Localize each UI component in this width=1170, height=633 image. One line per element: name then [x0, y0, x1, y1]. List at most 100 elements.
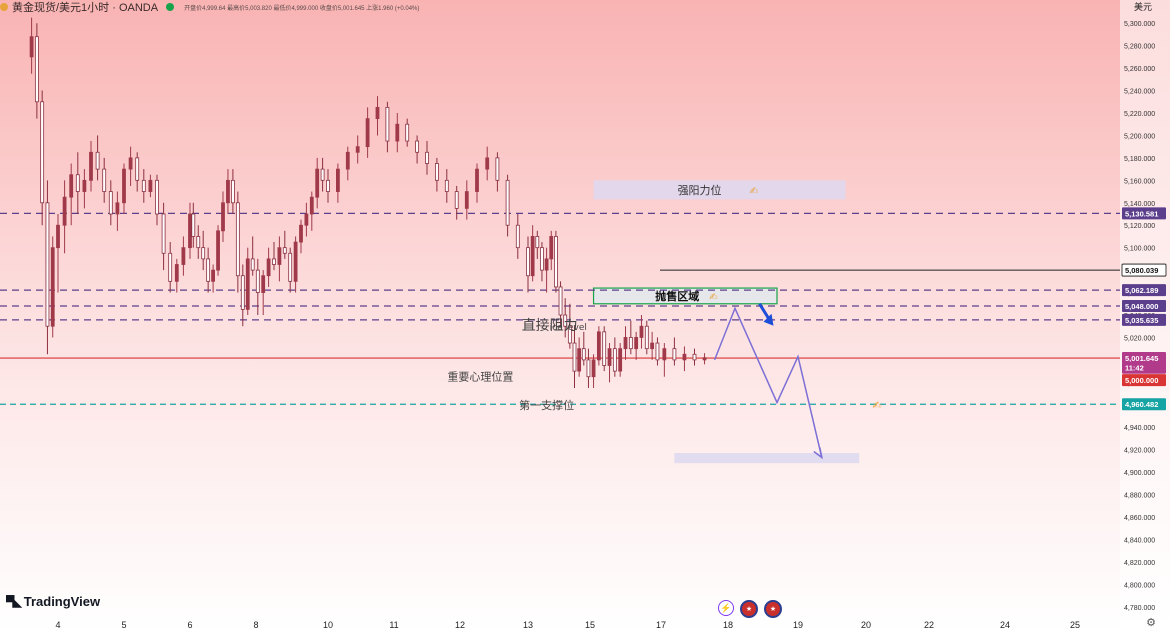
candle-body — [623, 337, 628, 350]
annotation-label: 直接阻力 — [522, 317, 578, 334]
candle-body — [526, 247, 530, 277]
candle-body — [155, 179, 159, 215]
y-tick-label: 5,120.000 — [1124, 223, 1155, 230]
price-label-box — [1122, 284, 1166, 297]
y-tick-label: 5,240.000 — [1124, 89, 1155, 96]
brand-name: TradingView — [23, 594, 101, 609]
candle-body — [89, 151, 93, 181]
hand-icon: ✍ — [872, 399, 881, 412]
us-flag-icon[interactable]: ★ — [740, 600, 758, 618]
candle-body — [581, 348, 586, 361]
candle-body — [672, 348, 677, 361]
candle-body — [188, 213, 192, 249]
candle-body — [102, 168, 107, 192]
candle-body — [365, 118, 370, 148]
price-label-box — [1122, 361, 1166, 374]
candle-body — [434, 163, 439, 181]
ohlc-readout: 开盘价4,999.64 最高价5,003.820 最低价4,999.000 收盘… — [184, 5, 420, 12]
candle-body — [191, 213, 196, 237]
y-tick-label: 5,200.000 — [1124, 133, 1155, 140]
candle-body — [644, 325, 649, 350]
us-flag-icon-2[interactable]: ★ — [764, 600, 782, 618]
x-tick-label: 11 — [389, 620, 398, 630]
x-tick-label: 24 — [1000, 620, 1010, 630]
candle-body — [485, 157, 490, 170]
candle-body — [612, 348, 617, 372]
candle-body — [261, 275, 266, 293]
candle-body — [309, 196, 314, 215]
price-label-box — [1122, 398, 1166, 411]
y-tick-label: 4,820.000 — [1124, 560, 1155, 567]
price-label-text: 5,062.189 — [1125, 286, 1158, 295]
symbol-title[interactable]: 黄金现货/美元1小时 · OANDA — [12, 2, 159, 14]
candle-body — [567, 325, 572, 344]
candle-body — [655, 342, 660, 361]
y-tick-label: 5,180.000 — [1124, 156, 1155, 163]
x-tick-label: 5 — [121, 620, 126, 630]
market-open-dot-icon — [166, 3, 175, 11]
tv-mark-icon: ▀◣ — [6, 594, 22, 609]
candle-body — [128, 157, 133, 170]
event-icons: ⚡ ★ ★ — [718, 600, 782, 618]
price-label-text: 5,080.039 — [1125, 266, 1158, 275]
candle-body — [628, 337, 633, 350]
x-tick-label: 19 — [793, 620, 803, 630]
x-tick-label: 10 — [323, 620, 333, 630]
y-tick-label: 5,100.000 — [1124, 246, 1155, 253]
candle-body — [554, 236, 558, 288]
candle-body — [196, 236, 201, 249]
candle-body — [108, 191, 113, 215]
lightning-icon[interactable]: ⚡ — [718, 600, 734, 616]
candle-body — [530, 236, 535, 277]
candle-body — [702, 357, 707, 361]
candle-body — [206, 258, 211, 282]
candle-body — [540, 247, 544, 271]
candle-body — [141, 179, 146, 192]
candle-body — [405, 123, 410, 142]
price-label-box — [1121, 263, 1167, 277]
candle-body — [266, 258, 271, 277]
candle-body — [161, 213, 166, 254]
x-tick-label: 22 — [924, 620, 934, 630]
candle-body — [50, 247, 55, 327]
hand-icon: ✍ — [709, 292, 717, 303]
price-label-text: 11:42 — [1125, 364, 1144, 373]
x-tick-label: 13 — [523, 620, 533, 630]
y-tick-label: 5,160.000 — [1124, 178, 1155, 185]
zone-rect — [674, 453, 860, 464]
candle-body — [245, 258, 250, 310]
y-tick-label: 5,280.000 — [1124, 44, 1155, 51]
candle-body — [475, 168, 479, 192]
x-tick-label: 17 — [656, 620, 666, 630]
gear-icon[interactable]: ⚙ — [1146, 617, 1156, 629]
candle-body — [277, 247, 282, 265]
candle-body — [335, 168, 340, 192]
candle-body — [62, 196, 67, 226]
candle-body — [56, 224, 60, 249]
candle-body — [293, 241, 298, 282]
x-tick-label: 12 — [455, 620, 465, 630]
candle-body — [682, 353, 687, 361]
candle-body — [304, 213, 309, 226]
currency-unit[interactable]: 美元 — [1133, 2, 1152, 12]
candle-body — [558, 286, 563, 316]
annotation-label: 重要心理位置 — [447, 370, 513, 384]
candle-body — [230, 179, 235, 204]
tradingview-logo[interactable]: ▀◣ TradingView — [6, 594, 100, 609]
candle-body — [40, 101, 45, 204]
x-tick-label: 15 — [585, 620, 595, 630]
candle-body — [115, 202, 120, 215]
candle-body — [618, 348, 623, 372]
candle-body — [326, 179, 330, 192]
price-label-text: 5,035.635 — [1125, 316, 1158, 325]
candle-body — [216, 230, 220, 271]
candle-body — [320, 168, 325, 181]
zone-label: 抛售区域 — [655, 289, 699, 303]
candle-body — [385, 106, 390, 142]
candle-body — [315, 168, 320, 198]
y-tick-label: 5,300.000 — [1124, 21, 1155, 28]
candle-body — [69, 174, 74, 198]
zone-label: 强阳力位 — [678, 183, 722, 197]
